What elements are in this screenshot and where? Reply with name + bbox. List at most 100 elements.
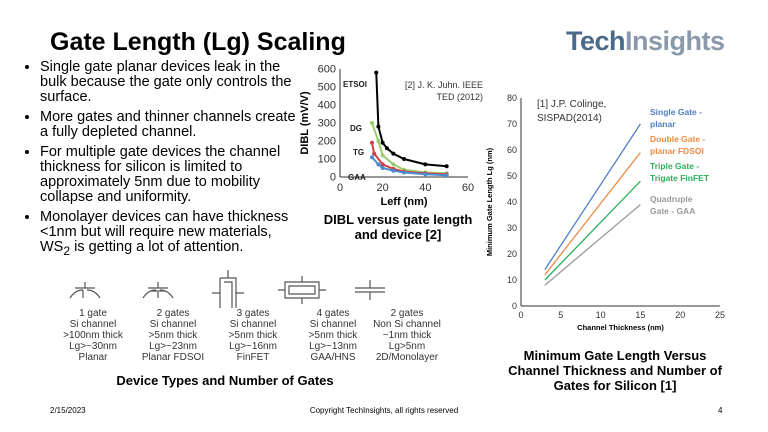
data-point [380, 166, 385, 170]
device-line: Si channel [309, 319, 357, 330]
citation: [1] J.P. Colinge, SISPAD(2014) [537, 99, 606, 124]
data-point [380, 153, 385, 158]
device-type-3: 3 gates Si channel >5nm thick Lg>~16nm FinFE… [213, 308, 293, 363]
device-line: Lg>~16nm [229, 341, 277, 352]
y-tick-label: 500 [318, 82, 336, 94]
series-line-0 [544, 123, 641, 270]
data-point [423, 172, 428, 177]
y-tick-label: 0 [512, 301, 517, 311]
data-point [376, 139, 381, 143]
gate-length-chart: 0 5 10 15 20 25 0 10 20 30 40 50 60 70 80 Channel Thick… [485, 93, 725, 332]
x-tick-label: 60 [462, 182, 474, 194]
series-label: TG [353, 148, 364, 157]
device-line: Si channel [69, 319, 117, 330]
y-tick-label: 30 [507, 223, 517, 233]
data-point [380, 162, 385, 167]
device-type-2: 2 gates Si channel >5nm thick Lg>~23nm Plana… [133, 308, 213, 363]
data-point [370, 140, 374, 145]
y-tick-label: 60 [507, 145, 517, 155]
footer-page: 4 [718, 406, 723, 415]
bullet: Monolayer devices can have thickness <1n… [40, 210, 302, 259]
x-tick-label: 40 [419, 182, 431, 194]
device-line: Lg>~13nm [309, 341, 357, 352]
y-tick-label: 10 [507, 275, 517, 285]
device-line: Si channel [149, 319, 197, 330]
slide-title: Gate Length (Lg) Scaling [50, 28, 346, 56]
x-tick-label: 5 [558, 310, 563, 320]
device-type-4: 4 gates Si channel >5nm thick Lg>~13nm GAA/H… [293, 308, 373, 363]
y-tick-label: 600 [318, 64, 336, 76]
x-tick-label: 0 [518, 310, 523, 320]
y-tick-label: 300 [318, 118, 336, 130]
y-tick-label: 50 [507, 171, 517, 181]
data-point [391, 151, 396, 156]
device-line: 2 gates [390, 308, 424, 319]
device-line: 4 gates [316, 308, 350, 319]
y-tick-label: 400 [318, 100, 336, 112]
device-line: Lg>5nm [388, 341, 426, 352]
device-line: >100nm thick [63, 330, 123, 341]
logo-part2: Insights [625, 26, 725, 56]
data-point [372, 151, 377, 156]
data-point [370, 155, 374, 160]
y-tick-label: 20 [507, 249, 517, 259]
y-axis-label: Minimum Gate Length Lg (nm) [485, 147, 494, 256]
device-line: 3 gates [236, 308, 270, 319]
data-point [370, 121, 374, 125]
bullet: More gates and thinner channels create a… [40, 110, 302, 140]
planar-transistor-icon [69, 282, 101, 299]
data-point [380, 140, 385, 145]
legend-entry: Double Gate -planar FDSOI [650, 134, 705, 156]
data-point [423, 162, 428, 167]
y-axis-label: DIBL (mV/V) [299, 91, 311, 155]
legend-entry: Quadruple Gate - GAA [650, 194, 695, 216]
gate-length-caption: Minimum Gate Length Versus Channel Thick… [508, 348, 722, 393]
data-point [444, 164, 449, 169]
device-line: 1 gate [79, 308, 107, 319]
data-point [402, 170, 406, 175]
fdsoi-transistor-icon [142, 282, 174, 299]
techinsights-logo: TechInsights [566, 26, 725, 57]
x-tick-label: 20 [675, 310, 685, 320]
data-point [376, 124, 381, 129]
series-line-0 [375, 72, 447, 168]
device-line: Planar FDSOI [141, 352, 205, 363]
finfet-transistor-icon [212, 270, 244, 308]
device-line: Non Si channel [373, 319, 441, 330]
x-tick-label: 0 [337, 182, 343, 194]
series-label: ETSOI [343, 80, 367, 89]
devices-caption: Device Types and Number of Gates [116, 373, 334, 388]
data-point [384, 146, 389, 151]
y-tick-label: 40 [507, 197, 517, 207]
data-point [391, 168, 396, 173]
device-icons [69, 270, 385, 308]
device-line: Si channel [229, 319, 277, 330]
series-label: GAA [348, 173, 366, 182]
bullet: Single gate planar devices leak in the b… [40, 60, 302, 105]
device-type-1: 1 gate Si channel >100nm thick Lg>~30nm Plan… [53, 308, 133, 363]
device-line: GAA/HNS [310, 352, 356, 363]
x-axis-label: Channel Thickness (nm) [577, 323, 664, 332]
device-line: Planar [78, 352, 108, 363]
footer-copyright: Copyright TechInsights, all rights reser… [309, 406, 459, 415]
device-line: >5nm thick [148, 330, 198, 341]
y-tick-label: 0 [330, 172, 336, 184]
device-type-5: 2 gates Non Si channel ~1nm thick Lg>5nm 2D/… [367, 308, 447, 363]
device-line: >5nm thick [228, 330, 278, 341]
device-line: 2D/Monolayer [375, 352, 439, 363]
device-line: Lg>~30nm [69, 341, 117, 352]
dibl-caption: DIBL versus gate length and device [2] [323, 212, 473, 242]
y-tick-label: 80 [507, 93, 517, 103]
series-line-1 [544, 152, 641, 276]
citation: [2] J. K. Juhn. IEEE TED (2012) [405, 80, 483, 102]
data-point [374, 70, 379, 75]
footer-date: 2/15/2023 [50, 406, 86, 415]
legend-entry: Single Gate -planar [650, 107, 702, 129]
device-line: 2 gates [156, 308, 190, 319]
y-tick-label: 70 [507, 119, 517, 129]
device-line: FinFET [236, 352, 270, 363]
logo-part1: Tech [566, 26, 626, 56]
x-tick-label: 10 [596, 310, 606, 320]
